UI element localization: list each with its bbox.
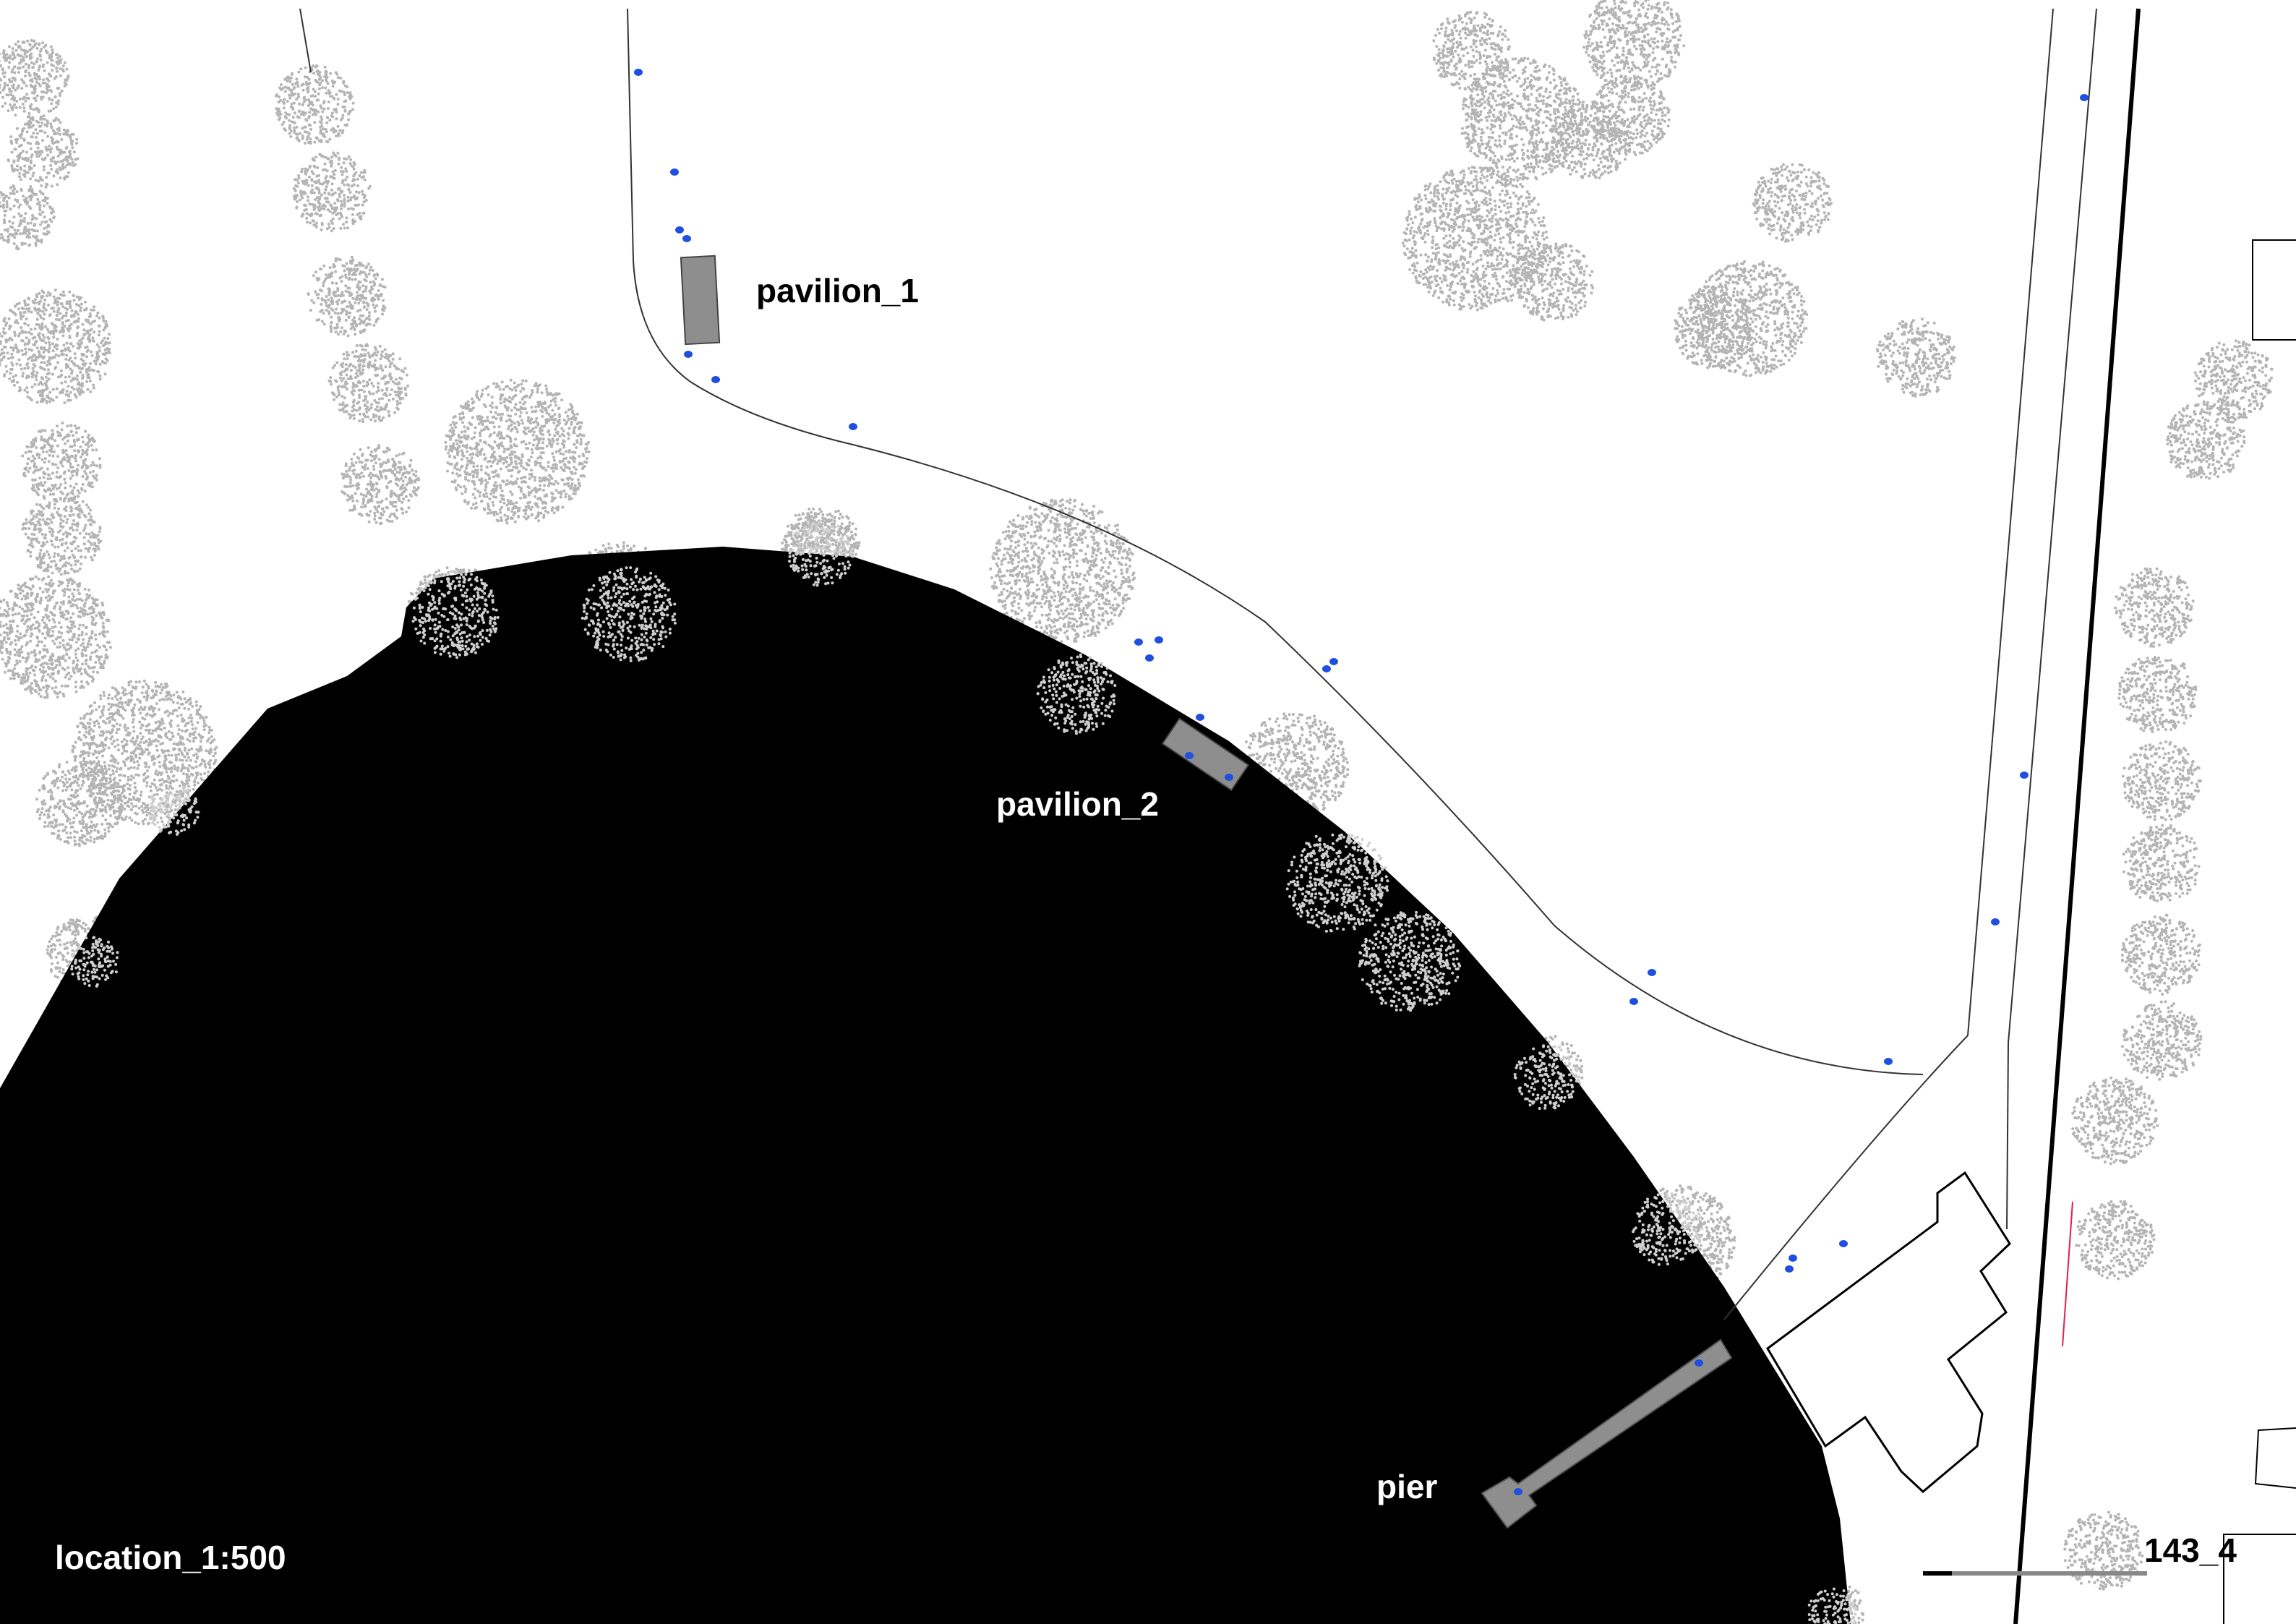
tree-canopy [2194,339,2274,419]
person-figure [1991,918,2000,926]
person-figure [634,69,643,76]
tree-canopy [340,444,420,525]
tree-canopy [21,497,102,576]
tree-canopy [21,422,101,503]
person-figure [1789,1255,1797,1262]
tree-canopy [2075,1200,2155,1281]
road-boundary [2016,9,2138,1624]
person-figure [1648,969,1656,976]
tree-canopy [275,64,355,145]
person-figure [1329,658,1338,665]
sheet-number-label: 143_4 [2144,1531,2237,1569]
location-scale-label: location_1:500 [55,1539,286,1576]
tree-canopy [1461,57,1583,182]
pavilion-1-label: pavilion_1 [756,272,919,309]
person-figure [1514,1488,1522,1495]
tree-canopy [2166,401,2245,480]
person-figure [1196,714,1204,721]
tree-canopy [1876,317,1956,398]
person-figure [2020,772,2029,779]
person-figure [1134,638,1143,646]
tree-canopy [2063,1511,2143,1591]
person-figure [1695,1359,1703,1367]
pavilion-2-label: pavilion_2 [996,785,1159,823]
tree-canopy [0,576,112,699]
person-figure [1839,1240,1848,1247]
person-figure [849,423,857,430]
person-figure [1225,774,1233,781]
plot-outline-2 [2256,1428,2296,1488]
property-line [2062,1202,2073,1346]
tree-canopy [0,184,56,250]
person-figure [675,226,684,234]
person-figure [1145,654,1154,662]
tree-canopy [2117,656,2197,733]
tree-canopy [2121,914,2201,996]
tree-canopy [1432,11,1510,91]
tree-canopy [293,151,372,232]
tree-canopy [2121,1000,2202,1080]
person-figure [2080,94,2089,101]
tree-canopy [2114,568,2194,648]
pier-label: pier [1376,1468,1437,1505]
person-figure [1884,1058,1893,1065]
road-left-edge [1968,9,2053,1035]
road-inner-line [2007,9,2096,1229]
tree-canopy [444,379,590,525]
tree-canopy [307,256,386,338]
person-figure [1155,636,1163,644]
person-figure [1185,752,1194,759]
person-figure [1785,1265,1794,1273]
tree-canopy [7,116,80,189]
tree-canopy [0,39,70,119]
tree-canopy [2071,1077,2159,1166]
person-figure [711,376,720,383]
person-figure [1322,665,1331,672]
tree-canopy [1582,0,1685,92]
pavilion-1-roof [681,256,719,344]
plot-outline-1 [2253,240,2296,340]
tree-canopy [1402,166,1548,311]
tree-canopy [327,343,409,423]
tree-canopy [2122,740,2202,821]
tree-canopy [0,289,111,404]
tree-canopy [2122,824,2201,902]
person-figure [1629,998,1638,1005]
tree-canopy [35,761,124,847]
path-west-edge [300,9,311,72]
person-figure [682,235,691,242]
tree-canopy [1752,163,1833,243]
person-figure [684,351,693,358]
person-figure [670,168,679,176]
